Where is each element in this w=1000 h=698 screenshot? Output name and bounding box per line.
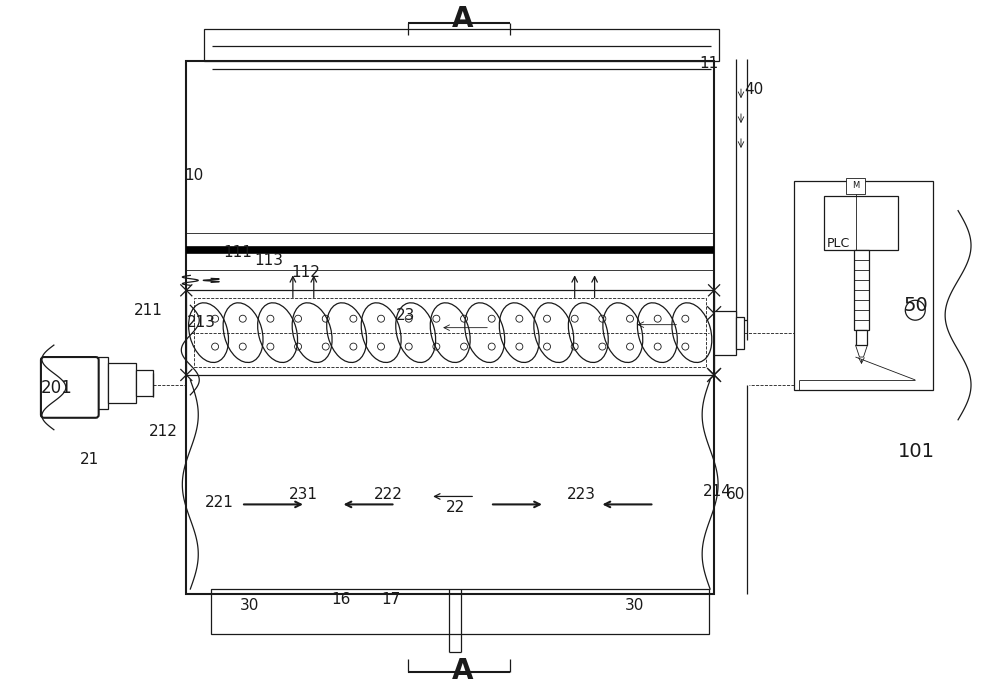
Text: 40: 40 [744, 82, 764, 96]
Text: 211: 211 [134, 303, 163, 318]
Bar [736, 317, 744, 348]
Bar [186, 61, 714, 594]
Text: 111: 111 [224, 245, 253, 260]
Text: 30: 30 [239, 598, 259, 614]
Bar [211, 589, 709, 634]
Bar [186, 290, 714, 375]
Text: 21: 21 [80, 452, 99, 467]
Bar [846, 178, 865, 194]
Text: 231: 231 [289, 487, 318, 502]
Text: 112: 112 [291, 265, 320, 280]
Bar [96, 357, 108, 409]
Text: PLC: PLC [827, 237, 850, 250]
Bar [714, 311, 736, 355]
Text: 221: 221 [205, 495, 234, 510]
Text: 222: 222 [374, 487, 403, 502]
Text: 23: 23 [396, 308, 415, 322]
Text: 214: 214 [703, 484, 732, 499]
Text: 212: 212 [149, 424, 178, 439]
Bar [824, 195, 898, 251]
Text: 10: 10 [185, 168, 204, 184]
Bar [194, 298, 706, 367]
Text: 101: 101 [898, 442, 935, 461]
Bar [854, 251, 869, 330]
Text: 201: 201 [41, 379, 73, 397]
Text: A: A [451, 657, 473, 685]
Text: 30: 30 [625, 598, 644, 614]
Bar [856, 330, 867, 345]
Text: 60: 60 [726, 487, 746, 502]
Text: 50: 50 [904, 296, 929, 315]
Text: 213: 213 [187, 315, 216, 329]
FancyBboxPatch shape [41, 357, 99, 418]
Text: M: M [852, 181, 859, 191]
Text: 223: 223 [567, 487, 596, 502]
Bar [204, 29, 719, 61]
Text: 11: 11 [699, 56, 719, 70]
Bar [108, 363, 136, 403]
Text: A: A [451, 6, 473, 34]
Text: 22: 22 [446, 500, 465, 515]
Text: 17: 17 [381, 591, 400, 607]
Text: 113: 113 [254, 253, 283, 268]
Bar [794, 181, 933, 390]
Bar [136, 370, 153, 396]
Bar [54, 367, 92, 401]
Text: 16: 16 [331, 591, 350, 607]
